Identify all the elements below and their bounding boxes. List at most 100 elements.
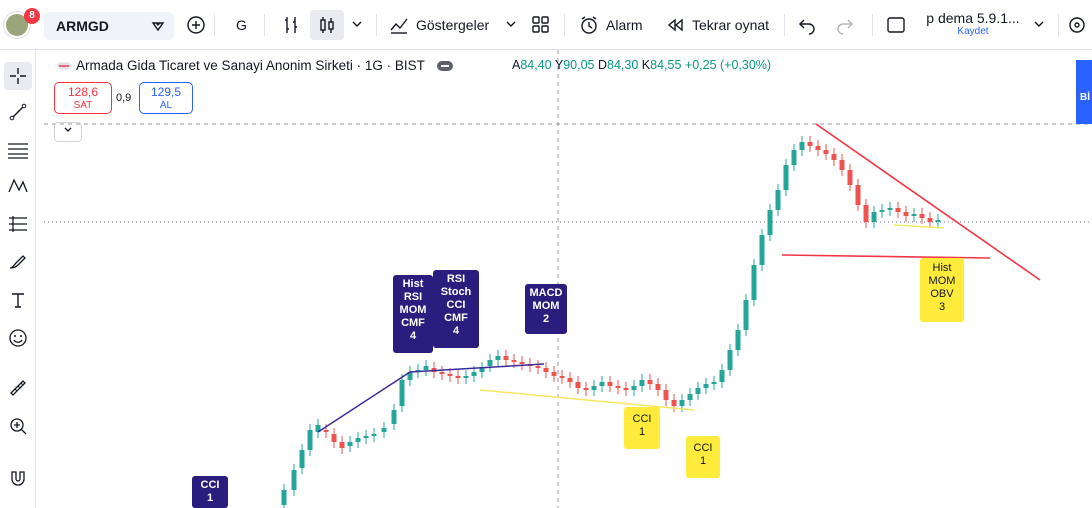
candle-body bbox=[695, 388, 701, 394]
open-value: 84,40 bbox=[520, 58, 552, 72]
indicators-dropdown-icon[interactable] bbox=[504, 17, 518, 31]
candle-body bbox=[503, 356, 509, 360]
ruler-icon[interactable] bbox=[4, 374, 32, 402]
candle-body bbox=[767, 210, 773, 235]
candle-body bbox=[607, 382, 613, 386]
symbol-legend[interactable]: Armada Gida Ticaret ve Sanayi Anonim Sir… bbox=[56, 58, 453, 73]
buy-button[interactable]: 129,5 AL bbox=[139, 82, 193, 114]
candle-body bbox=[639, 380, 645, 386]
candle-body bbox=[647, 380, 653, 384]
layout-name-block[interactable]: p dema 5.9.1... Kaydet bbox=[918, 10, 1028, 37]
prediction-tool-icon[interactable] bbox=[4, 210, 32, 238]
toolbar-divider bbox=[376, 14, 377, 36]
candle-body bbox=[823, 150, 829, 154]
candle-body bbox=[751, 265, 757, 300]
candle-body bbox=[439, 372, 445, 374]
quick-search-icon[interactable] bbox=[1066, 14, 1088, 36]
candle-body bbox=[895, 208, 901, 212]
magnet-icon[interactable] bbox=[4, 464, 32, 492]
candle-body bbox=[903, 212, 909, 216]
collapse-legend-button[interactable] bbox=[54, 122, 82, 142]
trend-line-navy-a bbox=[317, 371, 411, 433]
candle-body bbox=[863, 205, 869, 222]
toolbar-divider bbox=[214, 14, 215, 36]
toolbar-divider bbox=[872, 14, 873, 36]
layout-select-icon[interactable] bbox=[886, 15, 906, 35]
pattern-tool-icon[interactable] bbox=[4, 172, 32, 200]
candle-body bbox=[347, 442, 353, 446]
indicators-icon bbox=[390, 18, 408, 34]
replay-button[interactable]: Tekrar oynat bbox=[664, 14, 769, 36]
candle-chart-type-icon[interactable] bbox=[310, 10, 344, 40]
spread-value: 0,9 bbox=[116, 92, 132, 104]
candle-body bbox=[331, 434, 337, 442]
signal-label-cci-a: CCI 1 bbox=[624, 407, 660, 449]
candle-body bbox=[799, 142, 805, 150]
signal-label-rsi-stoch: RSI Stoch CCI CMF 4 bbox=[433, 270, 479, 348]
indicators-button[interactable]: Göstergeler bbox=[388, 14, 489, 36]
layout-dropdown-icon[interactable] bbox=[1032, 17, 1046, 31]
replay-icon bbox=[667, 18, 683, 32]
save-label[interactable]: Kaydet bbox=[957, 26, 989, 37]
candle-body bbox=[743, 300, 749, 330]
symbol-search-button[interactable]: ARMGD bbox=[44, 12, 174, 40]
candle-body bbox=[719, 370, 725, 382]
candle-body bbox=[487, 360, 493, 366]
sell-button[interactable]: 128,6 SAT bbox=[54, 82, 112, 114]
drawing-toolbar bbox=[0, 50, 36, 508]
signal-label-cci-c: CCI 1 bbox=[192, 476, 228, 508]
compare-add-icon[interactable] bbox=[186, 15, 206, 35]
candle-body bbox=[315, 425, 321, 432]
candle-body bbox=[455, 376, 461, 378]
layouts-grid-icon[interactable] bbox=[530, 14, 552, 36]
candle-body bbox=[815, 146, 821, 150]
sell-price: 128,6 bbox=[67, 85, 99, 99]
candle-body bbox=[463, 376, 469, 378]
replay-label: Tekrar oynat bbox=[692, 17, 770, 33]
emoji-icon[interactable] bbox=[4, 324, 32, 352]
price-chart[interactable] bbox=[44, 50, 1092, 508]
close-key: K bbox=[641, 58, 651, 72]
brush-icon[interactable] bbox=[4, 248, 32, 276]
bar-chart-type-icon[interactable] bbox=[280, 14, 302, 36]
fib-retracement-icon[interactable] bbox=[4, 136, 32, 164]
interval-button[interactable]: G bbox=[236, 17, 247, 33]
crosshair-icon[interactable] bbox=[4, 62, 32, 90]
candle-body bbox=[535, 366, 541, 368]
candle-body bbox=[879, 210, 885, 212]
symbol-info-icon[interactable] bbox=[150, 18, 166, 37]
chart-type-dropdown-icon[interactable] bbox=[350, 17, 364, 31]
resistance-line-red bbox=[815, 123, 1041, 281]
zoom-in-icon[interactable] bbox=[4, 412, 32, 440]
legend-toggle-icon[interactable] bbox=[436, 60, 453, 71]
redo-icon[interactable] bbox=[834, 14, 856, 36]
candle-body bbox=[423, 366, 429, 370]
symbol-label: ARMGD bbox=[56, 18, 109, 34]
candle-body bbox=[543, 368, 549, 372]
low-key: D bbox=[597, 58, 608, 72]
candle-series bbox=[281, 136, 941, 508]
candle-body bbox=[671, 400, 677, 406]
candle-body bbox=[495, 356, 501, 360]
candle-body bbox=[583, 388, 589, 390]
change-value: +0,25 (+0,30%) bbox=[684, 58, 772, 72]
alarm-button[interactable]: Alarm bbox=[578, 14, 643, 36]
text-tool-icon[interactable] bbox=[4, 286, 32, 314]
candlestick-plot[interactable] bbox=[44, 50, 1092, 508]
right-side-panel-tab[interactable]: Bİ bbox=[1076, 60, 1092, 124]
candle-body bbox=[381, 428, 387, 432]
undo-icon[interactable] bbox=[796, 14, 818, 36]
candle-body bbox=[847, 170, 853, 185]
candle-body bbox=[479, 368, 485, 372]
candle-body bbox=[927, 218, 933, 222]
top-toolbar: 8 ARMGD G Göstergeler Alarm Tekrar oynat bbox=[0, 0, 1092, 50]
chevron-down-icon bbox=[64, 127, 72, 132]
layout-name: p dema 5.9.1... bbox=[926, 10, 1020, 26]
trend-line-icon[interactable] bbox=[4, 98, 32, 126]
support-line-red bbox=[781, 254, 991, 259]
candle-body bbox=[855, 185, 861, 205]
candle-body bbox=[679, 400, 685, 406]
toolbar-divider bbox=[564, 14, 565, 36]
candle-body bbox=[363, 436, 369, 438]
candle-body bbox=[775, 190, 781, 210]
